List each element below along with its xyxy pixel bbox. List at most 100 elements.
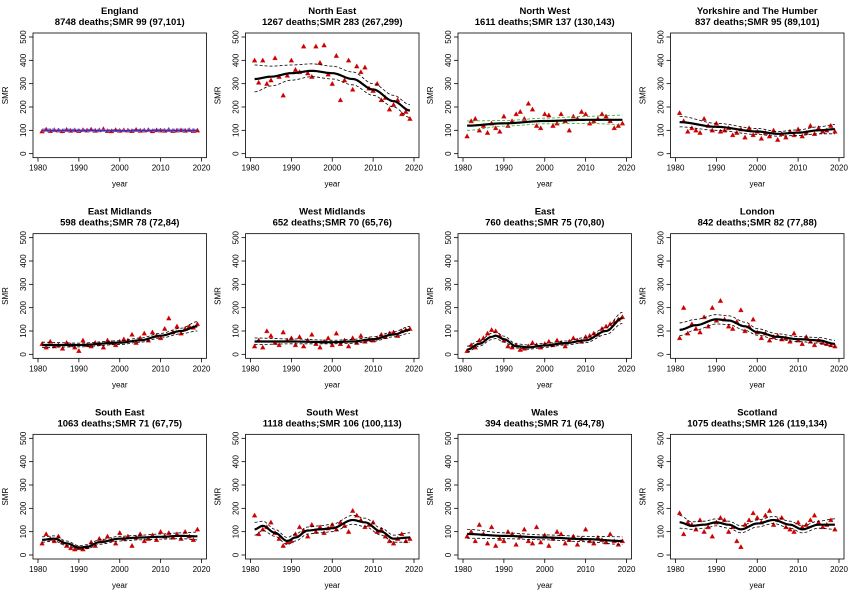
panel-title: South East (95, 407, 145, 418)
observed-point (251, 57, 258, 63)
y-tick-label: 300 (657, 76, 666, 90)
observed-point (333, 52, 339, 58)
observed-point (292, 342, 299, 348)
observed-point (685, 128, 691, 134)
observed-point (681, 304, 687, 310)
observed-point (721, 517, 728, 523)
ci-upper-line (467, 311, 623, 347)
y-tick-label: 500 (657, 230, 666, 244)
observed-point (554, 528, 560, 534)
ci-upper-line (254, 63, 410, 106)
observed-point (121, 336, 127, 342)
y-axis-label: SMR (214, 488, 223, 506)
observed-point (358, 69, 364, 75)
observed-point (113, 540, 119, 546)
y-tick-label: 100 (232, 324, 241, 338)
observed-point (264, 80, 270, 86)
panel-subtitle: 1075 deaths;SMR 126 (119,134) (687, 418, 827, 429)
y-tick-label: 300 (444, 277, 453, 291)
observed-point (345, 528, 352, 534)
x-tick-label: 2010 (789, 565, 807, 574)
observed-point (819, 524, 826, 530)
observed-point (354, 63, 360, 69)
observed-point (566, 127, 572, 133)
observed-point (362, 64, 368, 70)
observed-point (497, 128, 503, 134)
y-tick-label: 0 (444, 151, 453, 156)
observed-point (750, 510, 756, 516)
observed-point (390, 540, 397, 546)
ci-lower-line (254, 332, 410, 345)
y-tick-label: 200 (444, 501, 453, 515)
observed-point (488, 524, 495, 530)
observed-point (607, 531, 613, 537)
ci-upper-line (42, 531, 198, 547)
x-tick-label: 1990 (70, 364, 88, 373)
observed-point (574, 541, 581, 547)
observed-point (284, 72, 290, 78)
x-tick-label: 2010 (577, 364, 595, 373)
panel-subtitle: 842 deaths;SMR 82 (77,88) (698, 218, 817, 229)
observed-point (341, 77, 348, 83)
y-tick-label: 200 (444, 100, 453, 114)
y-tick-label: 500 (232, 431, 241, 445)
y-tick-label: 0 (19, 352, 28, 357)
x-tick-label: 2020 (193, 164, 211, 173)
observed-point (742, 134, 748, 140)
observed-point (676, 335, 683, 341)
x-tick-label: 2000 (536, 565, 554, 574)
observed-point (300, 43, 307, 49)
y-tick-label: 400 (19, 254, 28, 268)
observed-point (350, 86, 356, 92)
observed-point (533, 524, 540, 530)
observed-point (550, 122, 556, 128)
y-tick-label: 400 (657, 254, 666, 268)
observed-point (542, 111, 548, 117)
observed-point (403, 108, 409, 114)
observed-point (521, 526, 527, 532)
observed-point (260, 57, 266, 63)
x-tick-label: 2020 (830, 565, 848, 574)
observed-point (390, 101, 397, 107)
x-tick-label: 1990 (70, 164, 88, 173)
x-tick-label: 2020 (405, 164, 423, 173)
x-tick-label: 1990 (707, 565, 725, 574)
observed-point (358, 332, 364, 338)
observed-point (758, 135, 764, 141)
y-tick-label: 100 (657, 123, 666, 137)
observed-point (562, 343, 568, 349)
x-tick-label: 2000 (111, 364, 129, 373)
x-tick-label: 1990 (282, 164, 300, 173)
ci-lower-line (467, 122, 623, 131)
observed-point (738, 307, 744, 313)
y-tick-label: 200 (232, 501, 241, 515)
x-tick-label: 2000 (748, 364, 766, 373)
observed-point (529, 106, 536, 112)
observed-point (317, 344, 323, 350)
observed-point (100, 344, 107, 350)
observed-point (783, 134, 789, 140)
observed-point (681, 531, 687, 537)
y-tick-label: 500 (232, 30, 241, 44)
x-tick-label: 1990 (70, 565, 88, 574)
observed-point (701, 115, 707, 121)
x-tick-label: 1990 (495, 364, 513, 373)
ci-lower-line (254, 76, 410, 118)
y-tick-label: 300 (19, 76, 28, 90)
x-tick-label: 2000 (748, 164, 766, 173)
y-tick-label: 500 (19, 230, 28, 244)
observed-point (697, 517, 703, 523)
observed-point (325, 335, 331, 341)
y-axis-label: SMR (1, 86, 10, 104)
x-tick-label: 1990 (707, 364, 725, 373)
y-tick-label: 100 (657, 324, 666, 338)
observed-point (472, 538, 478, 544)
x-axis-label: year (537, 581, 553, 590)
observed-point (554, 120, 560, 126)
observed-point (750, 316, 756, 322)
ci-upper-line (679, 314, 835, 341)
y-tick-label: 300 (232, 76, 241, 90)
y-axis-label: SMR (639, 488, 648, 506)
